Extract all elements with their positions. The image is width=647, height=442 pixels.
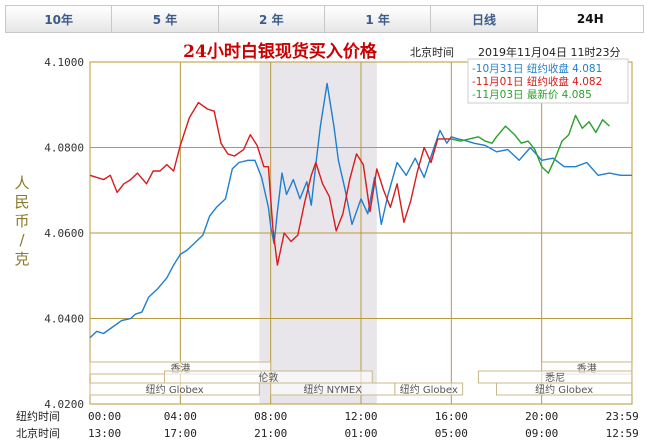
series-nov01-line <box>89 101 452 266</box>
y-tick-label: 4.0800 <box>44 142 84 155</box>
session-label: 伦敦 <box>258 371 278 384</box>
x-tick-label-ny: 00:00 <box>88 410 121 423</box>
tab-10y[interactable]: 10年 <box>6 6 113 32</box>
session-label: 纽约 Globex <box>535 383 593 396</box>
x-tick-label-bj: 21:00 <box>254 427 287 440</box>
x-tick-label-bj: 17:00 <box>164 427 197 440</box>
tab-5y[interactable]: 5 年 <box>112 6 219 32</box>
tab-2y[interactable]: 2 年 <box>218 6 325 32</box>
tab-1y[interactable]: 1 年 <box>324 6 432 32</box>
legend-entry: -11月01日 纽约收盘 4.082 <box>472 75 602 88</box>
x-tick-label-ny: 23:59 <box>606 410 639 423</box>
chart-title: 24小时白银现货买入价格 <box>183 41 378 62</box>
session-label: 纽约 Globex <box>400 383 458 396</box>
session-bar <box>496 382 633 396</box>
session-bar <box>394 382 464 396</box>
session-label: 纽约 Globex <box>146 383 204 396</box>
y-axis-label-char: / <box>19 231 25 249</box>
session-bar <box>89 382 260 396</box>
x-tick-label-bj: 01:00 <box>344 427 377 440</box>
session-label: 纽约 NYMEX <box>303 383 362 396</box>
x-row-label-bj: 北京时间 <box>16 426 60 440</box>
x-tick-label-ny: 16:00 <box>435 410 468 423</box>
legend-entry: -10月31日 纽约收盘 4.081 <box>472 62 602 75</box>
y-tick-label: 4.1000 <box>44 56 84 69</box>
series-nov03-line <box>451 114 610 174</box>
legend: -10月31日 纽约收盘 4.081-11月01日 纽约收盘 4.082-11月… <box>467 58 629 104</box>
y-axis-label-char: 克 <box>14 250 29 268</box>
x-tick-label-ny: 08:00 <box>254 410 287 423</box>
timezone-label: 北京时间 <box>410 45 454 59</box>
y-axis-label-char: 民 <box>14 193 29 211</box>
x-tick-label-bj: 12:59 <box>606 427 639 440</box>
x-tick-label-ny: 04:00 <box>164 410 197 423</box>
y-axis-label: 人民币/克 <box>14 174 29 268</box>
range-tabs: 10年 5 年 2 年 1 年 日线 24H <box>5 5 644 33</box>
y-axis-label-char: 人 <box>14 174 29 192</box>
tab-24h[interactable]: 24H <box>537 6 643 32</box>
x-tick-label-bj: 09:00 <box>525 427 558 440</box>
x-tick-label-bj: 05:00 <box>435 427 468 440</box>
y-tick-label: 4.0400 <box>44 313 84 326</box>
tab-daily[interactable]: 日线 <box>431 6 538 32</box>
series-oct31-line <box>89 82 632 339</box>
x-tick-label-ny: 12:00 <box>344 410 377 423</box>
session-bar <box>164 370 373 384</box>
x-tick-label-ny: 20:00 <box>525 410 558 423</box>
legend-box <box>467 58 629 104</box>
x-row-label-ny: 纽约时间 <box>16 409 60 423</box>
x-tick-label-bj: 13:00 <box>88 427 121 440</box>
legend-entry: -11月03日 最新价 4.085 <box>472 88 592 101</box>
y-axis-label-char: 币 <box>14 212 29 230</box>
session-label: 悉尼 <box>545 372 565 384</box>
timestamp: 2019年11月04日 11时23分 <box>478 45 620 59</box>
y-tick-label: 4.0600 <box>44 227 84 240</box>
y-tick-label: 4.0200 <box>44 398 84 411</box>
